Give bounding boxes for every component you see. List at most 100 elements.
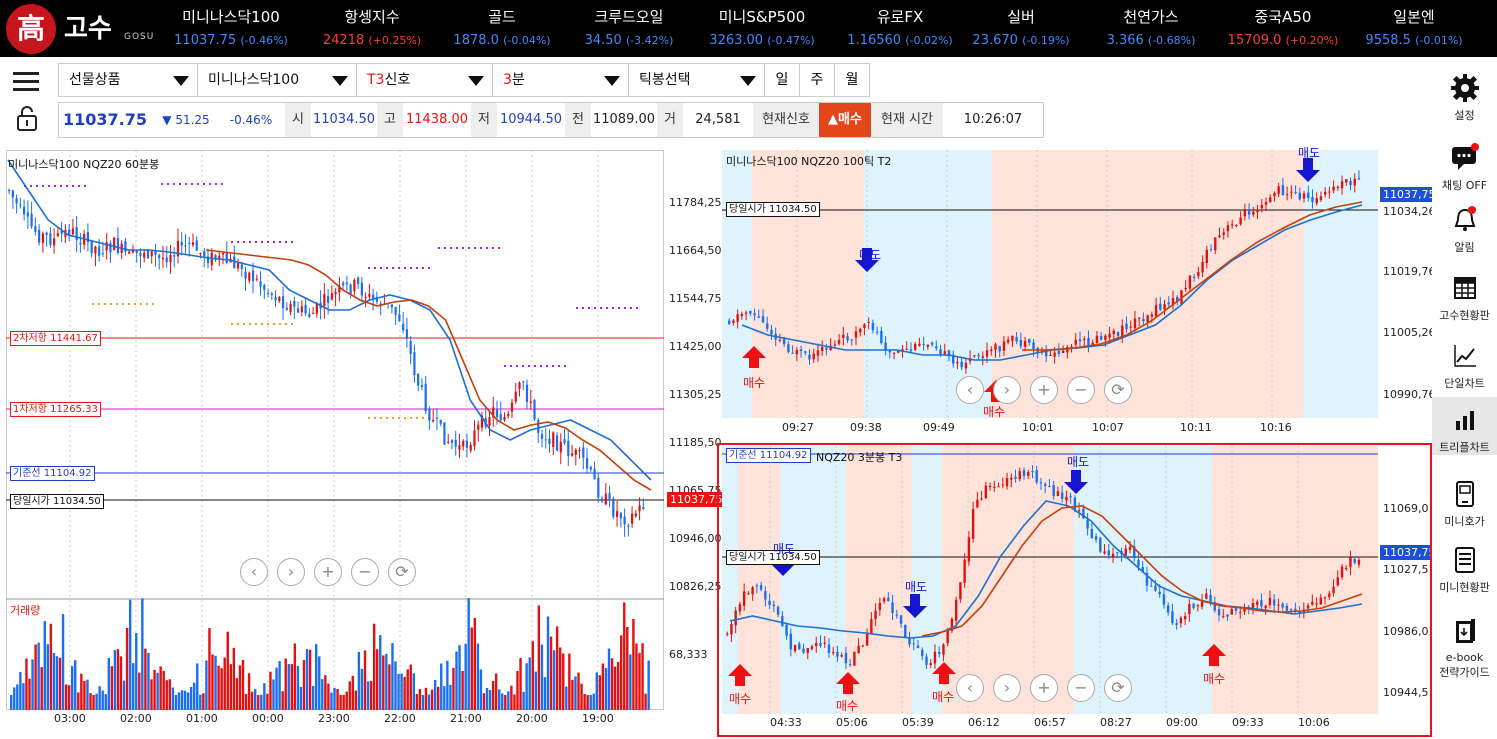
- candle: [1001, 484, 1004, 486]
- signal-prefix: T3: [367, 72, 385, 88]
- sidebar-item-ebook[interactable]: e-book 전략가이드: [1432, 609, 1497, 679]
- candle: [330, 293, 333, 300]
- candle: [740, 313, 744, 317]
- ticker-item[interactable]: 유로FX 1.16560 (-0.02%): [835, 6, 965, 48]
- ticker-item[interactable]: 일본엔 9558.5 (-0.01%): [1349, 6, 1479, 48]
- candle: [1319, 196, 1323, 200]
- candle: [870, 619, 873, 634]
- reset-button[interactable]: ⟳: [1104, 376, 1132, 404]
- scroll-left-button[interactable]: ‹: [240, 558, 268, 586]
- candle: [1022, 470, 1026, 476]
- scroll-left-button[interactable]: ‹: [956, 674, 984, 702]
- volume-bar: [598, 675, 602, 710]
- candle: [1340, 566, 1344, 578]
- volume-bar: [263, 683, 266, 710]
- candle: [567, 440, 570, 456]
- ticker-item[interactable]: 미니나스닥100 11037.75 (-0.46%): [166, 6, 296, 48]
- candle: [980, 498, 983, 500]
- ticker-name: 천연가스: [1123, 8, 1179, 26]
- volume-bar: [635, 643, 638, 710]
- logo[interactable]: 高 고수 GOSU: [6, 4, 156, 54]
- ticker-item[interactable]: 실버 23.670 (-0.19%): [956, 6, 1086, 48]
- sidebar-item-gear[interactable]: 설정: [1432, 65, 1497, 125]
- period-week-button[interactable]: 주: [799, 63, 835, 97]
- candle: [522, 381, 525, 383]
- signal-select[interactable]: T3신호: [356, 63, 493, 97]
- candle: [1056, 491, 1060, 497]
- symbol-select[interactable]: 미니나스닥100: [197, 63, 357, 97]
- ticker-item[interactable]: 미니S&P500 3263.00 (-0.47%): [697, 6, 827, 48]
- sidebar-item-line-chart[interactable]: 단일차트: [1432, 333, 1497, 393]
- ticker-price: 3.366: [1106, 33, 1144, 48]
- candle: [921, 649, 924, 657]
- scroll-left-button[interactable]: ‹: [956, 376, 984, 404]
- product-select[interactable]: 선물상품: [58, 63, 198, 97]
- zoom-in-button[interactable]: +: [1030, 674, 1058, 702]
- candle: [895, 614, 898, 616]
- x-axis-label: 06:57: [1034, 716, 1066, 729]
- candle: [1235, 224, 1238, 226]
- time-label: 현재 시간: [871, 103, 943, 137]
- sidebar-item-label: 트리플차트: [1439, 441, 1490, 454]
- volume-bar: [16, 684, 19, 710]
- ticker-item[interactable]: 골드 1878.0 (-0.04%): [437, 6, 567, 48]
- zoom-out-button[interactable]: −: [1067, 674, 1095, 702]
- interval-select[interactable]: 3분: [492, 63, 629, 97]
- candle: [327, 296, 330, 303]
- candle: [726, 633, 729, 635]
- candle: [188, 242, 191, 245]
- three-min-chart[interactable]: 기준선 11104.92 NQZ20 3분봉 T3 당일시가 11034.50: [722, 446, 1378, 714]
- candle: [203, 250, 206, 258]
- x-axis-label: 10:11: [1180, 421, 1212, 434]
- candle: [1019, 340, 1023, 347]
- candle: [1281, 185, 1285, 196]
- volume-bar: [311, 685, 315, 710]
- volume-bar: [498, 689, 501, 710]
- ticker-item[interactable]: 항셍지수 24218 (+0.25%): [307, 6, 437, 48]
- candle: [1103, 551, 1106, 554]
- candle: [971, 508, 975, 539]
- candle: [1146, 315, 1149, 323]
- volume-bar: [440, 663, 443, 710]
- sidebar-item-grid[interactable]: 고수현황판: [1432, 265, 1497, 325]
- sidebar-item-chat[interactable]: 채팅 OFF: [1432, 135, 1497, 195]
- ticker-item[interactable]: 천연가스 3.366 (-0.68%): [1086, 6, 1216, 48]
- sidebar-item-bell[interactable]: 알림: [1432, 197, 1497, 257]
- period-month-button[interactable]: 월: [834, 63, 870, 97]
- reset-button[interactable]: ⟳: [388, 558, 416, 586]
- zoom-in-button[interactable]: +: [314, 558, 342, 586]
- candle: [11, 190, 14, 198]
- ticker-value: 34.50 (-3.42%): [564, 33, 694, 48]
- signal-zone: [722, 446, 738, 714]
- volume-bar: [141, 598, 144, 710]
- sell-arrow: [903, 594, 927, 618]
- scroll-right-button[interactable]: ›: [993, 674, 1021, 702]
- reset-button[interactable]: ⟳: [1104, 674, 1132, 702]
- candle: [1328, 191, 1331, 193]
- y-axis-label: 11425,00: [669, 340, 722, 353]
- moving-average-red: [1022, 201, 1363, 351]
- scroll-right-button[interactable]: ›: [993, 376, 1021, 404]
- hourly-chart[interactable]: 미니나스닥100 NQZ20 60분봉 2차저항 11441.67 1차저항 1…: [6, 150, 664, 710]
- volume-bar: [80, 673, 83, 710]
- scroll-right-button[interactable]: ›: [277, 558, 305, 586]
- tick-chart[interactable]: 미니나스닥100 NQZ20 100틱 T2 당일시가 11034.50: [722, 150, 1378, 418]
- volume-bar: [193, 682, 196, 710]
- sidebar-item-phone[interactable]: 미니호가: [1432, 471, 1497, 531]
- ticker-item[interactable]: 중국A50 15709.0 (+0.20%): [1218, 6, 1348, 48]
- period-day-button[interactable]: 일: [764, 63, 800, 97]
- ticker-item[interactable]: 크루드오일 34.50 (-3.42%): [564, 6, 694, 48]
- candle: [904, 624, 907, 638]
- lock-icon[interactable]: [14, 104, 40, 132]
- tick-select[interactable]: 틱봉선택: [628, 63, 765, 97]
- candle: [357, 277, 360, 284]
- hamburger-menu-icon[interactable]: [0, 62, 54, 100]
- zoom-in-button[interactable]: +: [1030, 376, 1058, 404]
- candle: [967, 537, 971, 562]
- sidebar-item-bar-chart[interactable]: 트리플차트: [1432, 397, 1497, 455]
- sidebar-item-list[interactable]: 미니현황판: [1432, 537, 1497, 597]
- candle: [806, 648, 809, 653]
- zoom-out-button[interactable]: −: [351, 558, 379, 586]
- volume-bar: [250, 691, 254, 710]
- zoom-out-button[interactable]: −: [1067, 376, 1095, 404]
